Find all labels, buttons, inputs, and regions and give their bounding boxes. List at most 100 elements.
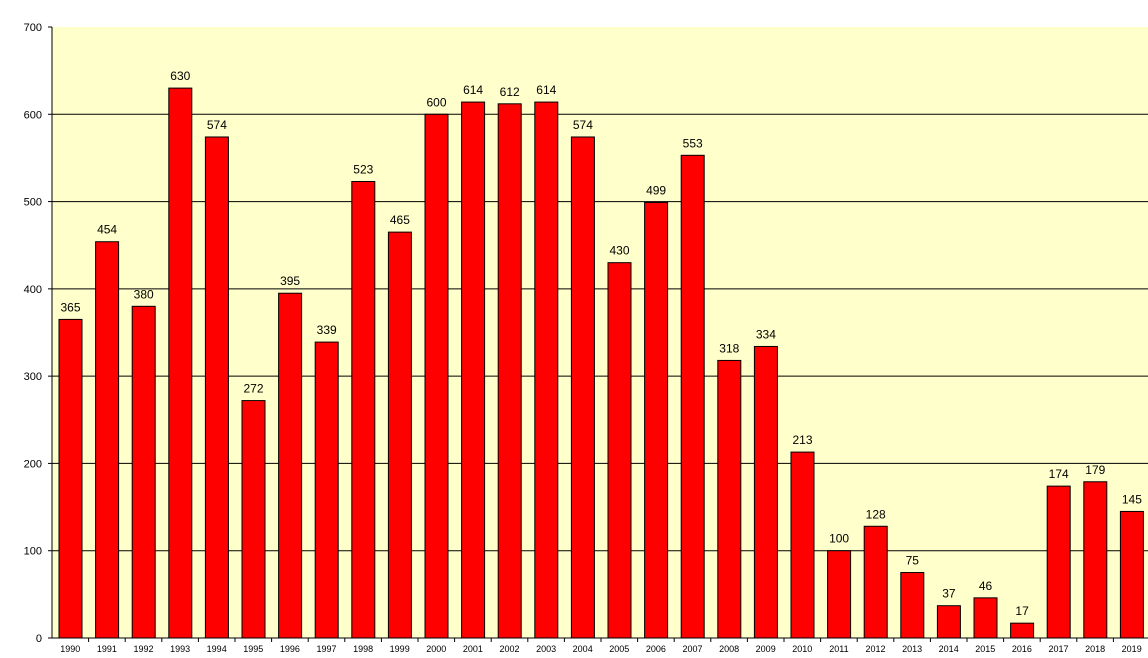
data-label-2009: 334 [756, 327, 776, 341]
bar-2016 [1010, 622, 1035, 639]
data-label-1997: 339 [317, 323, 337, 337]
y-tick-label: 400 [24, 284, 42, 296]
data-labels: 365 454 380 630 574 272 395 339 523 465 600 614 612 6… [60, 69, 1142, 618]
x-tick-label-1995: 1995 [243, 644, 263, 654]
bar-1995 [241, 400, 266, 639]
plot-area [52, 27, 1148, 638]
x-tick-label-2009: 2009 [756, 644, 776, 654]
x-tick-label-1994: 1994 [207, 644, 227, 654]
bar-1991 [95, 241, 120, 639]
bar-2015 [973, 597, 998, 639]
bar-2008 [717, 359, 742, 639]
bar-1997 [314, 341, 339, 639]
data-label-2000: 600 [426, 95, 446, 109]
bar-2019 [1119, 510, 1144, 639]
data-label-1995: 272 [243, 382, 263, 396]
data-label-2008: 318 [719, 341, 739, 355]
bar-2002 [497, 103, 522, 639]
data-label-2014: 37 [942, 587, 956, 601]
x-tick-label-2019: 2019 [1122, 644, 1142, 654]
data-label-2011: 100 [829, 532, 849, 546]
x-tick-label-1991: 1991 [97, 644, 117, 654]
x-tick-label-2011: 2011 [829, 644, 848, 654]
data-label-2012: 128 [866, 507, 886, 521]
x-tick-label-2008: 2008 [719, 644, 739, 654]
x-tick-label-1997: 1997 [316, 644, 336, 654]
gridlines [52, 113, 1148, 552]
bars [58, 87, 1144, 639]
bar-2011 [827, 550, 852, 639]
x-tick-label-2017: 2017 [1048, 644, 1068, 654]
bar-1992 [131, 305, 156, 639]
y-axis: 0 100 200 300 400 500 600 700 [24, 22, 52, 645]
data-label-1996: 395 [280, 274, 300, 288]
x-tick-label-2015: 2015 [975, 644, 995, 654]
y-tick-label: 600 [24, 109, 42, 121]
x-tick-label-1993: 1993 [170, 644, 190, 654]
bar-2006 [644, 201, 669, 639]
data-label-2005: 430 [609, 244, 629, 258]
bar-2000 [424, 113, 449, 639]
x-tick-label-2007: 2007 [682, 644, 702, 654]
data-label-2018: 179 [1085, 463, 1105, 477]
data-label-2004: 574 [573, 118, 593, 132]
x-tick-label-2003: 2003 [536, 644, 556, 654]
y-tick-label: 100 [24, 546, 42, 558]
y-tick-label: 700 [24, 22, 42, 34]
x-tick-label-2018: 2018 [1085, 644, 1105, 654]
x-tick-label-2013: 2013 [902, 644, 922, 654]
data-label-2019: 145 [1122, 492, 1142, 506]
data-label-2006: 499 [646, 183, 666, 197]
bar-2013 [900, 572, 925, 639]
x-tick-label-2014: 2014 [939, 644, 959, 654]
bar-2003 [534, 101, 559, 639]
data-label-2010: 213 [792, 433, 812, 447]
bar-2014 [936, 605, 961, 639]
data-label-2001: 614 [463, 83, 483, 97]
bar-1999 [387, 231, 412, 639]
x-tick-label-2001: 2001 [463, 644, 483, 654]
bar-1998 [351, 180, 376, 639]
y-tick-label: 300 [24, 371, 42, 383]
x-tick-label-1992: 1992 [133, 644, 153, 654]
x-tick-label-1990: 1990 [60, 644, 80, 654]
data-label-1991: 454 [97, 223, 117, 237]
bar-1990 [58, 318, 83, 639]
data-label-2016: 17 [1015, 604, 1029, 618]
data-label-1993: 630 [170, 69, 190, 83]
data-label-1998: 523 [353, 162, 373, 176]
x-tick-label-2004: 2004 [573, 644, 593, 654]
bar-1993 [168, 87, 193, 639]
y-tick-label: 0 [36, 633, 42, 645]
x-tick-label-1998: 1998 [353, 644, 373, 654]
bar-2005 [607, 262, 632, 639]
x-axis: 1990 1991 1992 1993 1994 1995 1996 1997 1998 1999… [60, 638, 1142, 654]
x-tick-label-2005: 2005 [609, 644, 629, 654]
bar-2018 [1083, 481, 1108, 639]
data-label-1999: 465 [390, 213, 410, 227]
bar-1996 [278, 292, 303, 639]
bar-2017 [1046, 485, 1071, 639]
data-label-2013: 75 [906, 554, 920, 568]
bar-2012 [863, 525, 888, 639]
bar-2001 [461, 101, 486, 639]
bar-1994 [204, 136, 229, 639]
bar-2004 [570, 136, 595, 639]
x-tick-label-2016: 2016 [1012, 644, 1032, 654]
bar-2007 [680, 154, 705, 639]
data-label-2003: 614 [536, 83, 556, 97]
y-tick-label: 500 [24, 197, 42, 209]
bar-2010 [790, 451, 815, 639]
x-tick-label-2010: 2010 [792, 644, 812, 654]
x-tick-label-2012: 2012 [865, 644, 885, 654]
x-tick-label-1996: 1996 [280, 644, 300, 654]
data-label-2017: 174 [1049, 467, 1069, 481]
x-tick-label-2002: 2002 [499, 644, 519, 654]
data-label-2015: 46 [979, 579, 993, 593]
bar-2009 [753, 345, 778, 639]
data-label-1992: 380 [134, 287, 154, 301]
y-tick-label: 200 [24, 458, 42, 470]
x-tick-label-1999: 1999 [390, 644, 410, 654]
